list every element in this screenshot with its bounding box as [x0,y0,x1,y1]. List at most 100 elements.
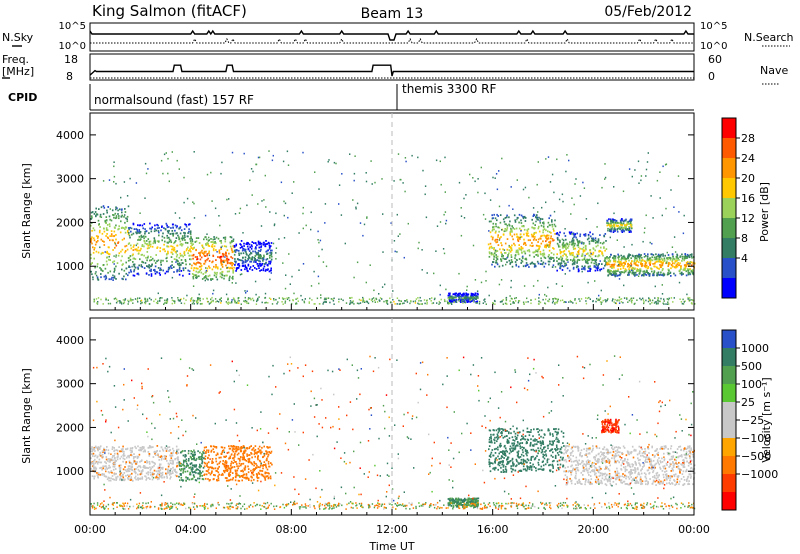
scatter-cell [470,292,473,295]
scatter-cell [157,302,159,305]
scatter-cell [236,472,238,475]
scatter-cell [450,297,453,300]
scatter-cell [246,455,248,457]
scatter-cell [467,300,470,303]
scatter-cell [242,452,244,455]
scatter-cell [139,448,142,451]
scatter-cell [631,175,633,178]
scatter-cell [618,258,620,261]
scatter-cell [257,476,260,479]
scatter-cell [525,244,527,246]
scatter-cell [411,154,413,157]
scatter-cell [618,296,621,299]
scatter-cell [541,218,544,220]
scatter-cell [288,299,291,302]
scatter-cell [124,250,127,252]
scatter-cell [501,253,503,256]
scatter-cell [254,280,257,283]
scatter-cell [219,240,221,242]
scatter-cell [597,202,599,205]
scatter-cell [203,254,206,257]
scatter-cell [166,298,169,300]
scatter-cell [669,258,672,261]
scatter-cell [121,268,123,271]
scatter-cell [663,257,666,260]
scatter-cell [582,249,585,252]
scatter-cell [267,460,270,463]
scatter-cell [270,242,273,244]
scatter-cell [523,241,526,244]
scatter-cell [620,298,623,300]
scatter-cell [170,452,173,455]
scatter-cell [374,301,376,303]
scatter-cell [626,298,628,300]
scatter-cell [573,258,575,261]
scatter-cell [156,271,159,274]
scatter-cell [228,279,231,282]
scatter-cell [251,448,254,451]
scatter-cell [642,297,644,300]
scatter-cell [251,297,254,300]
scatter-cell [164,272,167,275]
scatter-cell [683,257,686,260]
scatter-cell [105,448,107,451]
scatter-cell [120,215,123,218]
scatter-cell [114,243,117,245]
scatter-cell [172,447,174,450]
scatter-cell [240,470,242,472]
scatter-cell [198,293,200,296]
scatter-cell [543,256,546,259]
scatter-cell [188,270,191,273]
scatter-cell [505,223,507,226]
scatter-cell [234,469,237,472]
scatter-cell [619,268,622,270]
scatter-cell [626,265,629,268]
scatter-cell [246,253,248,256]
scatter-cell [643,265,646,267]
scatter-cell [136,272,139,275]
scatter-cell [632,269,634,272]
noise-left-tick-low: 10^0 [59,41,86,52]
scatter-cell [515,251,517,254]
scatter-cell [145,230,148,232]
scatter-cell [611,300,614,302]
scatter-cell [98,223,100,225]
scatter-cell [195,262,198,264]
scatter-cell [648,259,651,262]
scatter-cell [262,243,265,246]
scatter-cell [234,301,236,304]
scatter-cell [250,260,253,263]
scatter-cell [539,221,542,224]
scatter-cell [171,151,173,153]
scatter-cell [547,234,550,237]
scatter-cell [238,259,240,261]
scatter-cell [113,161,115,163]
scatter-cell [599,250,602,252]
scatter-cell [670,297,673,299]
scatter-cell [136,242,139,245]
scatter-cell [167,470,169,472]
scatter-cell [120,455,123,458]
scatter-cell [100,298,102,301]
scatter-cell [139,478,142,480]
scatter-cell [150,467,152,470]
scatter-cell [119,477,121,480]
scatter-cell [156,247,158,249]
scatter-cell [99,226,101,228]
scatter-cell [559,267,561,269]
scatter-cell [238,465,240,468]
scatter-cell [184,223,186,226]
scatter-cell [178,270,181,272]
scatter-cell [470,297,473,300]
scatter-cell [498,283,501,286]
scatter-cell [200,251,202,254]
scatter-cell [675,257,678,260]
scatter-cell [553,210,556,213]
scatter-cell [171,230,174,232]
scatter-cell [122,457,125,460]
scatter-cell [555,232,558,235]
scatter-cell [139,232,141,234]
scatter-cell [99,473,101,476]
scatter-cell [662,255,664,257]
scatter-cell [259,243,262,245]
